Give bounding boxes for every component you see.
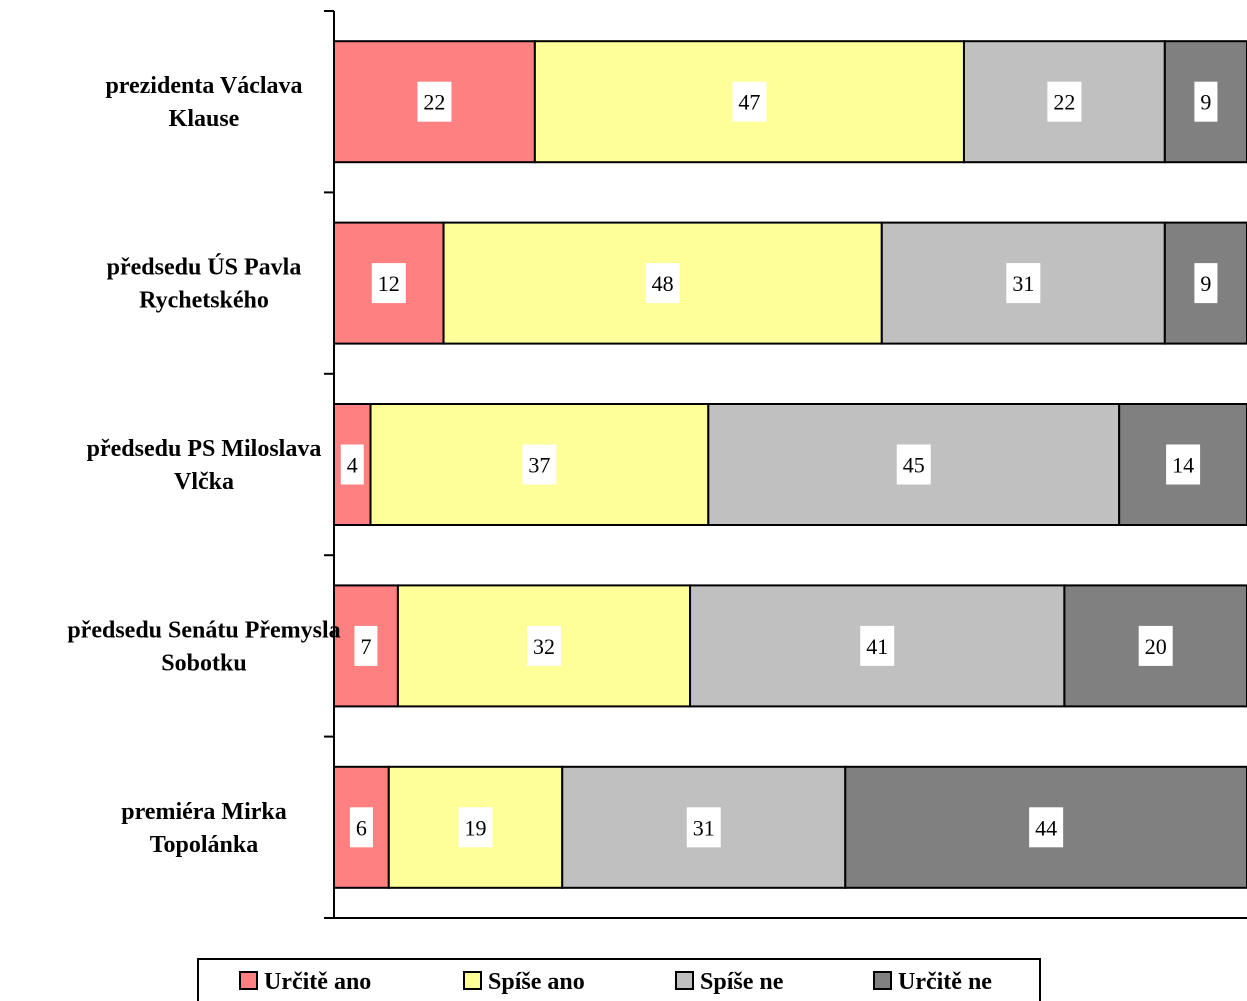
data-label-bg [526, 625, 561, 666]
data-label: 45 [903, 453, 925, 478]
data-label-bg [860, 625, 895, 666]
legend-label: Spíše ano [488, 969, 585, 995]
data-label-bg [1166, 444, 1201, 485]
data-label: 9 [1200, 90, 1211, 115]
category-label: předsedu ÚS Pavla Rychetského [107, 255, 302, 314]
data-label: 47 [738, 90, 760, 115]
plot-area: 22 47 22 9 12 48 31 9 4 37 45 14 7 32 41 20 6 19 31 44 [333, 40, 1247, 889]
data-label-bg [354, 625, 378, 666]
data-label-bg [645, 263, 680, 304]
data-label-bg [686, 807, 721, 848]
category-label: předsedu Senátu Přemysla Sobotku [67, 617, 340, 676]
data-label: 19 [465, 815, 487, 840]
data-label-bg [340, 444, 364, 485]
data-label-bg [896, 444, 931, 485]
legend-swatch [873, 971, 892, 990]
category-label: předsedu PS Miloslava Vlčka [87, 436, 322, 495]
data-label: 31 [693, 815, 715, 840]
data-label-bg [417, 81, 452, 122]
data-label-bg [522, 444, 557, 485]
legend-label: Určitě ne [898, 969, 992, 995]
data-label: 20 [1145, 634, 1167, 659]
data-label: 14 [1172, 453, 1194, 478]
data-label-bg [371, 263, 406, 304]
legend-swatch [463, 971, 482, 990]
data-label: 4 [347, 453, 358, 478]
legend-label: Určitě ano [264, 969, 371, 995]
data-label: 37 [528, 453, 550, 478]
data-label-bg [1194, 81, 1218, 122]
data-label-bg [1194, 263, 1218, 304]
data-label: 44 [1035, 815, 1057, 840]
data-label: 48 [652, 271, 674, 296]
data-label: 6 [356, 815, 367, 840]
data-label-bg [349, 807, 373, 848]
category-label: premiéra Mirka Topolánka [121, 799, 287, 858]
data-label-bg [1047, 81, 1082, 122]
data-label-bg [1138, 625, 1173, 666]
data-label-bg [1029, 807, 1064, 848]
bar-segment [880, 221, 1166, 345]
data-label-bg [1006, 263, 1041, 304]
data-label-bg [732, 81, 767, 122]
data-label: 12 [378, 271, 400, 296]
data-label: 31 [1012, 271, 1034, 296]
data-label: 22 [1053, 90, 1075, 115]
legend-swatch [675, 971, 694, 990]
category-label: prezidenta Václava Klause [105, 73, 302, 132]
data-label: 22 [423, 90, 445, 115]
legend: Určitě ano Spíše ano Spíše ne Určitě ne [197, 958, 1041, 1001]
legend-swatch [239, 971, 258, 990]
data-label: 32 [533, 634, 555, 659]
data-label: 41 [866, 634, 888, 659]
data-label-bg [458, 807, 493, 848]
category-labels: prezidenta Václava Klause předsedu ÚS Pavl… [67, 73, 340, 858]
data-label: 7 [360, 634, 371, 659]
legend-label: Spíše ne [700, 969, 784, 995]
category-axis [324, 10, 1247, 919]
data-label: 9 [1200, 271, 1211, 296]
legend-box [197, 958, 1041, 1001]
